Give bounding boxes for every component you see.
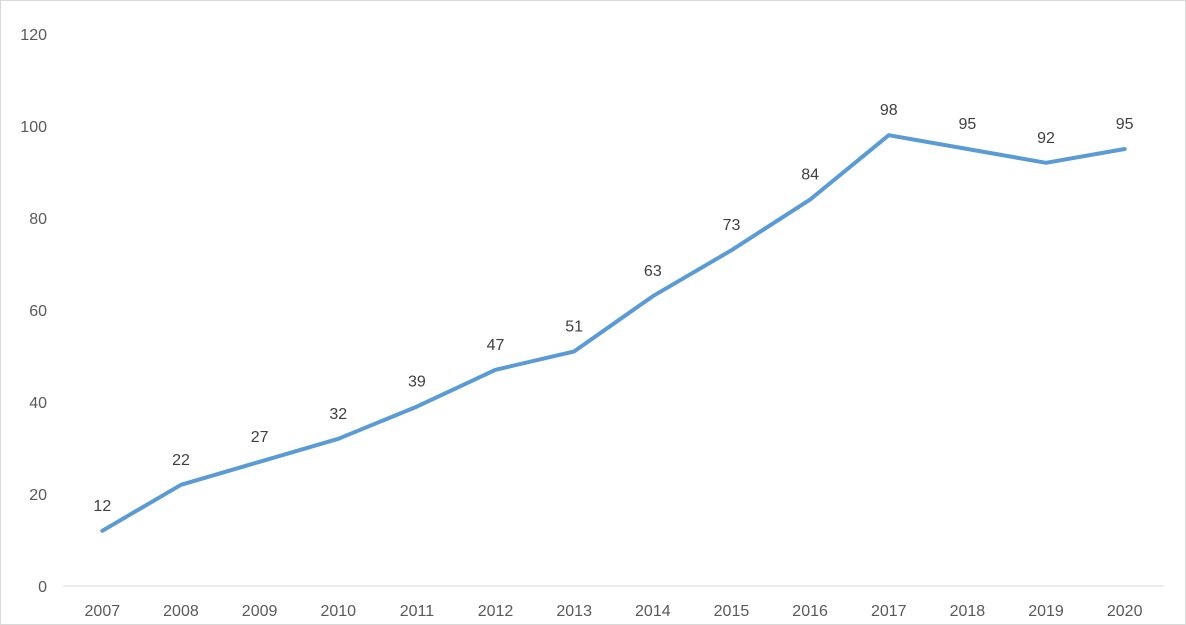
data-labels: 12 22 27 32 39 47 51 63 73 84 98 95 92 95 bbox=[93, 102, 1133, 515]
data-label: 27 bbox=[251, 429, 269, 446]
data-label: 95 bbox=[958, 116, 976, 133]
data-label: 95 bbox=[1116, 116, 1134, 133]
y-tick-label: 40 bbox=[29, 395, 47, 412]
y-axis-tick-labels: 0 20 40 60 80 100 120 bbox=[20, 27, 47, 596]
data-label: 98 bbox=[880, 102, 898, 119]
x-tick-label: 2016 bbox=[792, 603, 828, 620]
y-tick-label: 20 bbox=[29, 487, 47, 504]
data-label: 63 bbox=[644, 263, 662, 280]
x-tick-label: 2009 bbox=[242, 603, 278, 620]
x-tick-label: 2013 bbox=[556, 603, 592, 620]
x-tick-label: 2007 bbox=[85, 603, 121, 620]
x-tick-label: 2010 bbox=[320, 603, 356, 620]
x-axis-tick-labels: 2007 2008 2009 2010 2011 2012 2013 2014 2015 2016… bbox=[85, 603, 1143, 620]
data-label: 92 bbox=[1037, 130, 1055, 147]
x-tick-label: 2018 bbox=[950, 603, 986, 620]
data-label: 39 bbox=[408, 374, 426, 391]
x-tick-label: 2017 bbox=[871, 603, 907, 620]
x-tick-label: 2015 bbox=[714, 603, 750, 620]
data-label: 12 bbox=[93, 498, 111, 515]
data-label: 73 bbox=[723, 217, 741, 234]
data-label: 47 bbox=[487, 337, 505, 354]
series-line bbox=[100, 133, 1127, 533]
y-tick-label: 100 bbox=[20, 119, 47, 136]
y-tick-label: 120 bbox=[20, 27, 47, 44]
x-tick-label: 2020 bbox=[1107, 603, 1143, 620]
data-label: 84 bbox=[801, 167, 819, 184]
x-tick-label: 2012 bbox=[478, 603, 514, 620]
x-tick-label: 2014 bbox=[635, 603, 671, 620]
y-tick-label: 80 bbox=[29, 211, 47, 228]
data-label: 32 bbox=[329, 406, 347, 423]
x-tick-label: 2011 bbox=[400, 603, 435, 620]
data-label: 22 bbox=[172, 452, 190, 469]
x-tick-label: 2019 bbox=[1028, 603, 1064, 620]
y-tick-label: 60 bbox=[29, 303, 47, 320]
y-tick-label: 0 bbox=[38, 579, 47, 596]
data-label: 51 bbox=[565, 318, 583, 335]
x-tick-label: 2008 bbox=[163, 603, 199, 620]
